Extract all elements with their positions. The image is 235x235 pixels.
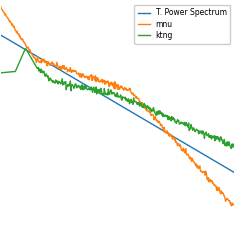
ktng <box>170 119 172 122</box>
ktng <box>0 71 2 74</box>
T. Power Spectrum <box>168 133 171 136</box>
mnu <box>0 5 2 8</box>
mnu <box>233 204 235 207</box>
ktng <box>28 53 31 56</box>
ktng <box>233 146 235 149</box>
T. Power Spectrum <box>169 133 172 136</box>
mnu <box>75 72 78 75</box>
T. Power Spectrum <box>233 171 235 174</box>
ktng <box>168 118 171 121</box>
mnu <box>169 134 172 137</box>
ktng <box>24 47 27 50</box>
ktng <box>230 147 233 150</box>
Line: mnu: mnu <box>1 6 234 206</box>
ktng <box>147 106 150 109</box>
mnu <box>230 204 233 207</box>
T. Power Spectrum <box>27 50 30 53</box>
T. Power Spectrum <box>92 88 95 91</box>
mnu <box>92 75 95 78</box>
mnu <box>27 48 30 51</box>
ktng <box>92 86 95 89</box>
mnu <box>146 109 149 112</box>
Line: T. Power Spectrum: T. Power Spectrum <box>1 35 234 172</box>
Line: ktng: ktng <box>1 49 234 149</box>
T. Power Spectrum <box>146 120 149 123</box>
ktng <box>76 85 79 87</box>
Legend: T. Power Spectrum, mnu, ktng: T. Power Spectrum, mnu, ktng <box>134 4 231 44</box>
T. Power Spectrum <box>75 78 78 81</box>
mnu <box>168 135 171 138</box>
T. Power Spectrum <box>0 34 2 36</box>
